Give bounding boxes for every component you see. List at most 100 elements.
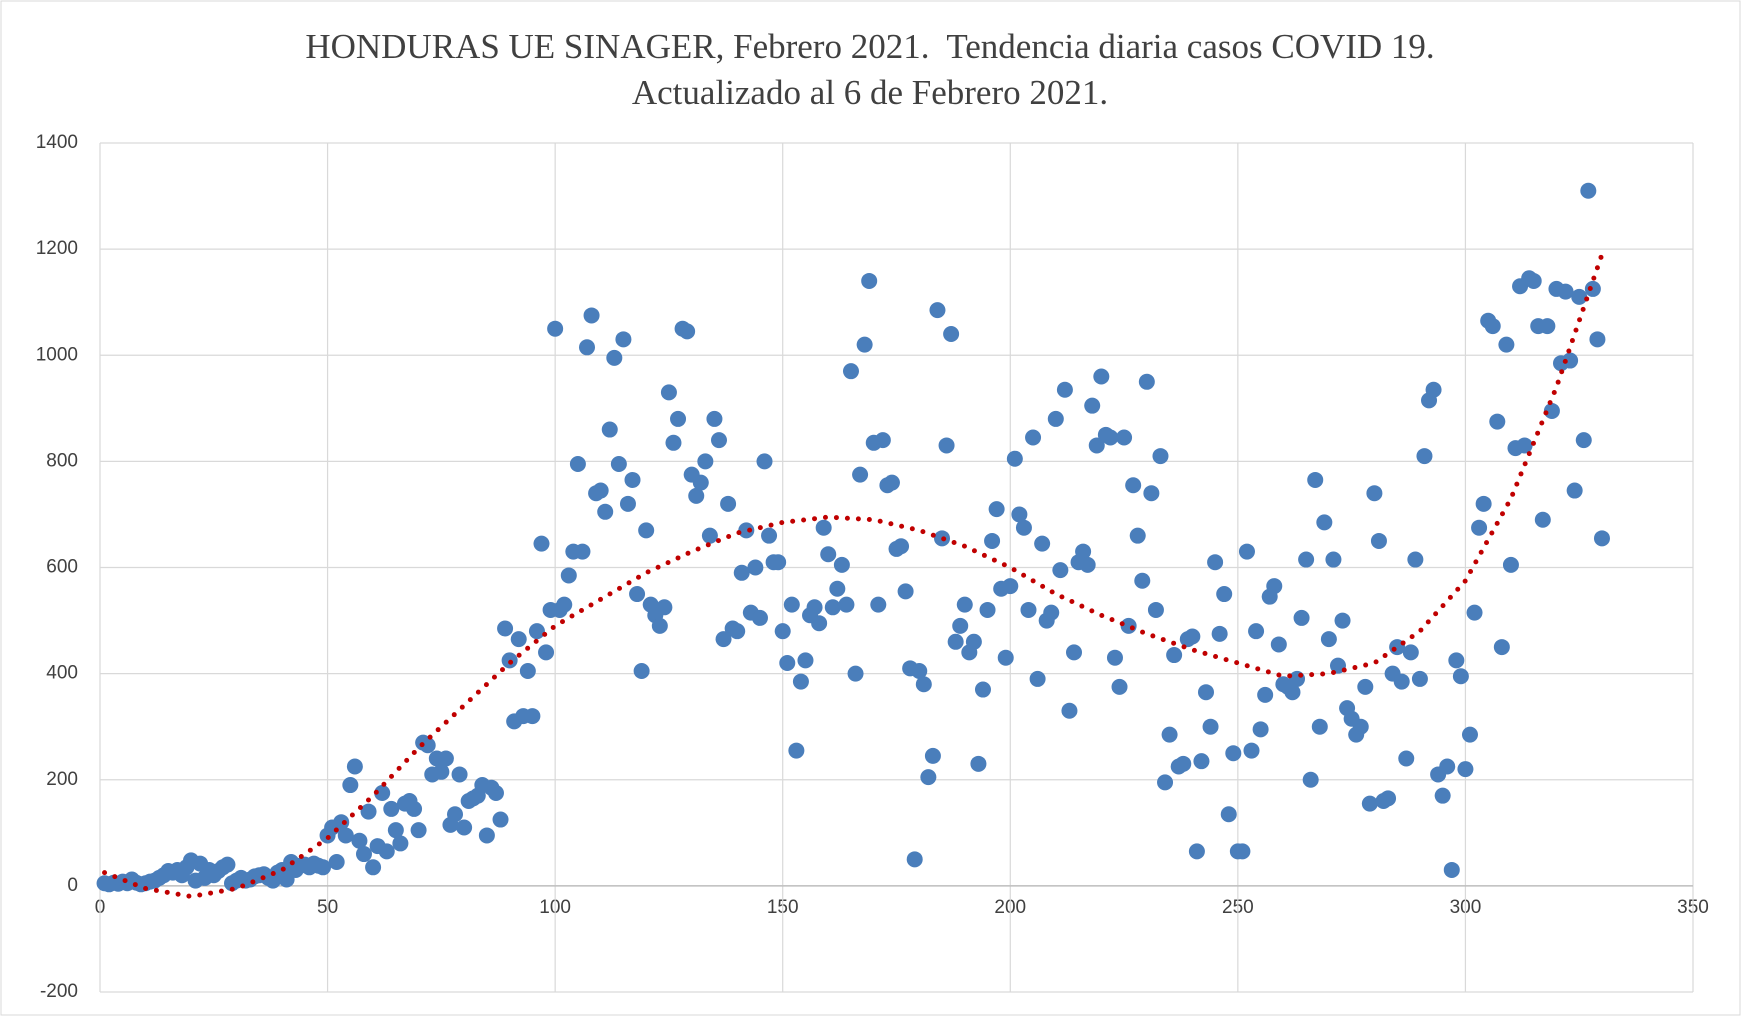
point: [1152, 448, 1169, 465]
point: [747, 559, 764, 576]
point: [365, 859, 382, 876]
point: [997, 649, 1014, 666]
point: [433, 763, 450, 780]
point: [342, 777, 359, 794]
point: [920, 769, 937, 786]
point: [829, 580, 846, 597]
point: [492, 811, 509, 828]
point: [1320, 631, 1337, 648]
point: [1234, 843, 1251, 860]
point: [419, 737, 436, 754]
point: [847, 665, 864, 682]
point: [1525, 272, 1542, 289]
point: [1502, 556, 1519, 573]
point: [615, 331, 632, 348]
point: [856, 336, 873, 353]
point: [1516, 437, 1533, 454]
point: [1079, 556, 1096, 573]
point: [1584, 280, 1601, 297]
point: [610, 456, 627, 473]
point: [815, 519, 832, 536]
point: [1489, 413, 1506, 430]
point: [1066, 644, 1083, 661]
point: [1238, 543, 1255, 560]
point: [1056, 381, 1073, 398]
point: [924, 747, 941, 764]
point: [738, 522, 755, 539]
point: [915, 676, 932, 693]
point: [824, 599, 841, 616]
point: [979, 601, 996, 618]
point: [665, 434, 682, 451]
point: [360, 803, 377, 820]
point: [1439, 758, 1456, 775]
point: [1188, 843, 1205, 860]
point: [392, 835, 409, 852]
point: [733, 564, 750, 581]
point: [1411, 670, 1428, 687]
point: [1357, 678, 1374, 695]
point: [1593, 530, 1610, 547]
point: [1334, 612, 1351, 629]
point: [1211, 625, 1228, 642]
point: [706, 410, 723, 427]
point: [1002, 578, 1019, 595]
point: [1534, 511, 1551, 528]
point: [1006, 450, 1023, 467]
point: [970, 755, 987, 772]
point: [861, 272, 878, 289]
point: [1311, 718, 1328, 735]
point: [1402, 644, 1419, 661]
point: [906, 851, 923, 868]
point: [1589, 331, 1606, 348]
point: [619, 495, 636, 512]
point: [387, 822, 404, 839]
point: [984, 532, 1001, 549]
point: [1448, 652, 1465, 669]
point: [1380, 790, 1397, 807]
point: [1471, 519, 1488, 536]
point: [1093, 368, 1110, 385]
point: [487, 785, 504, 802]
point: [1407, 551, 1424, 568]
point: [1197, 684, 1214, 701]
point: [579, 339, 596, 356]
point: [451, 766, 468, 783]
point: [1061, 702, 1078, 719]
point: [756, 453, 773, 470]
point: [351, 832, 368, 849]
point: [1393, 673, 1410, 690]
point: [437, 750, 454, 767]
point: [838, 596, 855, 613]
point: [1202, 718, 1219, 735]
point: [219, 856, 236, 873]
point: [956, 596, 973, 613]
point: [606, 349, 623, 366]
point: [1571, 288, 1588, 305]
point: [1466, 604, 1483, 621]
point: [1011, 506, 1028, 523]
point: [1475, 495, 1492, 512]
point: [1302, 771, 1319, 788]
point: [355, 846, 372, 863]
point: [1289, 670, 1306, 687]
point: [1015, 519, 1032, 536]
point: [1416, 448, 1433, 465]
point: [1361, 795, 1378, 812]
point: [1052, 562, 1069, 579]
point: [378, 843, 395, 860]
point: [1147, 601, 1164, 618]
point: [952, 617, 969, 634]
point: [1129, 527, 1146, 544]
point: [406, 800, 423, 817]
point: [1207, 554, 1224, 571]
point: [1225, 745, 1242, 762]
point: [715, 631, 732, 648]
point: [883, 474, 900, 491]
point: [1575, 432, 1592, 449]
point: [870, 596, 887, 613]
point: [315, 859, 332, 876]
